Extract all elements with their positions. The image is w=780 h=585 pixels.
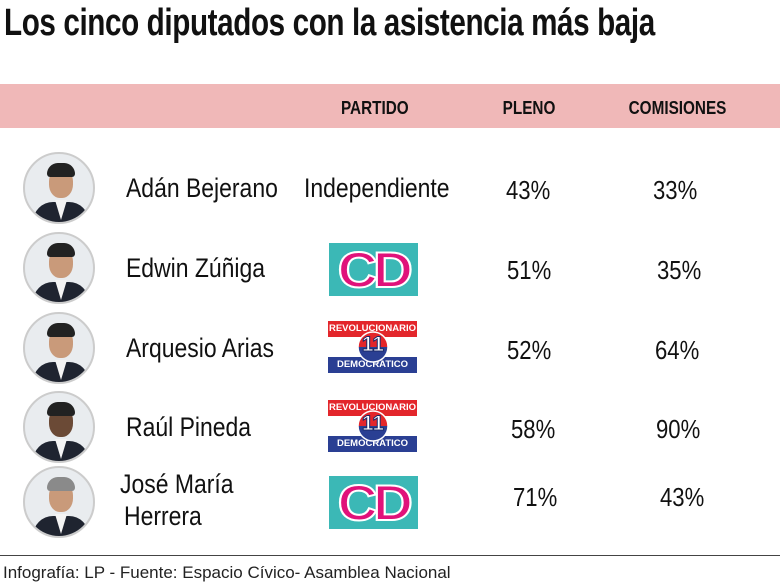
prd-logo-top: REVOLUCIONARIO (328, 400, 417, 416)
comisiones-value: 43% (660, 482, 705, 512)
table-row: Adán Bejerano Independiente 43% 33% (0, 148, 780, 228)
column-header-partido: PARTIDO (340, 98, 409, 118)
column-header-pleno: PLENO (502, 98, 556, 118)
pleno-value: 43% (506, 175, 551, 205)
table-row: Raúl Pineda REVOLUCIONARIO DEMOCRATICO 1… (0, 388, 780, 468)
deputy-name: Edwin Zúñiga (126, 253, 266, 283)
prd-logo-number: 11 (361, 333, 385, 357)
footer-divider (0, 555, 780, 556)
prd-logo-top: REVOLUCIONARIO (328, 321, 417, 337)
pleno-value: 71% (513, 482, 558, 512)
cd-logo-text: CD (337, 241, 414, 298)
pleno-value: 51% (507, 255, 552, 285)
pleno-value: 52% (507, 335, 552, 365)
deputy-name-line1: José María (120, 469, 234, 499)
prd-circle-icon (357, 410, 389, 442)
comisiones-value: 35% (657, 255, 702, 285)
prd-logo-bottom: DEMOCRATICO (328, 357, 417, 373)
source-credit: Infografía: LP - Fuente: Espacio Cívico-… (3, 563, 451, 582)
avatar (23, 466, 95, 538)
table-row: Edwin Zúñiga CD 51% 35% (0, 228, 780, 308)
avatar (23, 152, 95, 224)
comisiones-value: 90% (656, 414, 701, 444)
prd-logo-number: 11 (361, 412, 385, 436)
table-row: José María Herrera CD 71% 43% (0, 462, 780, 542)
avatar (23, 232, 95, 304)
table-row: Arquesio Arias REVOLUCIONARIO DEMOCRATIC… (0, 308, 780, 388)
party-logo-cd: CD (329, 243, 418, 296)
deputy-name: Arquesio Arias (126, 333, 274, 363)
prd-circle-icon (357, 331, 389, 363)
column-header-comisiones: COMISIONES (628, 98, 727, 118)
deputy-name-line2: Herrera (124, 501, 202, 531)
party-name: Independiente (304, 173, 450, 203)
table-header-band (0, 84, 780, 128)
comisiones-value: 33% (653, 175, 698, 205)
prd-logo-bottom: DEMOCRATICO (328, 436, 417, 452)
cd-logo-text: CD (337, 474, 414, 531)
deputy-name: Raúl Pineda (126, 412, 252, 442)
avatar (23, 391, 95, 463)
infographic-title: Los cinco diputados con la asistencia má… (4, 2, 655, 44)
comisiones-value: 64% (655, 335, 700, 365)
party-logo-prd: REVOLUCIONARIO DEMOCRATICO 11 (328, 400, 417, 452)
party-logo-cd: CD (329, 476, 418, 529)
pleno-value: 58% (511, 414, 556, 444)
avatar (23, 312, 95, 384)
party-logo-prd: REVOLUCIONARIO DEMOCRATICO 11 (328, 321, 417, 373)
deputy-name: Adán Bejerano (126, 173, 278, 203)
